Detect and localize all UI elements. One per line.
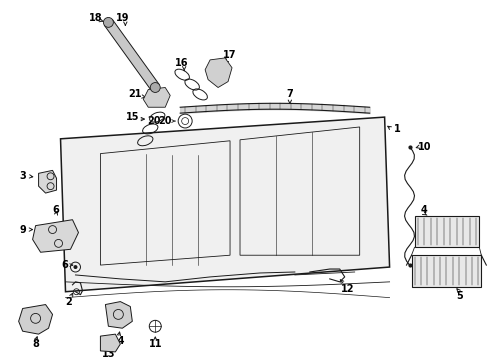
Text: 19: 19: [116, 13, 129, 23]
Text: 6: 6: [52, 205, 59, 215]
Bar: [415, 216, 479, 247]
Text: 5: 5: [456, 291, 463, 301]
Text: 6: 6: [62, 260, 69, 270]
Polygon shape: [33, 220, 78, 252]
Text: 15: 15: [125, 112, 139, 122]
Circle shape: [103, 18, 113, 27]
Polygon shape: [100, 334, 121, 352]
Text: 8: 8: [32, 339, 39, 349]
Polygon shape: [19, 305, 52, 334]
Text: 7: 7: [287, 89, 293, 99]
Text: 18: 18: [89, 13, 102, 23]
Text: 10: 10: [418, 142, 431, 152]
Polygon shape: [39, 170, 56, 193]
Text: 3: 3: [19, 171, 26, 181]
Text: 1: 1: [394, 124, 401, 134]
Text: 4: 4: [421, 205, 428, 215]
Circle shape: [74, 265, 77, 269]
Text: 13: 13: [101, 349, 115, 359]
Bar: [412, 255, 481, 287]
Polygon shape: [143, 87, 170, 107]
Text: 20: 20: [158, 116, 172, 126]
Polygon shape: [205, 58, 232, 87]
Polygon shape: [61, 117, 390, 292]
Text: 12: 12: [341, 284, 354, 294]
Text: 20: 20: [148, 116, 161, 126]
Circle shape: [150, 82, 160, 93]
Text: 14: 14: [112, 336, 125, 346]
Text: 16: 16: [175, 58, 189, 68]
Text: 21: 21: [128, 89, 142, 99]
Text: 11: 11: [148, 339, 162, 349]
Text: 9: 9: [19, 225, 26, 235]
Text: 2: 2: [65, 297, 72, 307]
Text: 17: 17: [223, 50, 237, 60]
Polygon shape: [105, 302, 132, 328]
Polygon shape: [104, 19, 159, 90]
